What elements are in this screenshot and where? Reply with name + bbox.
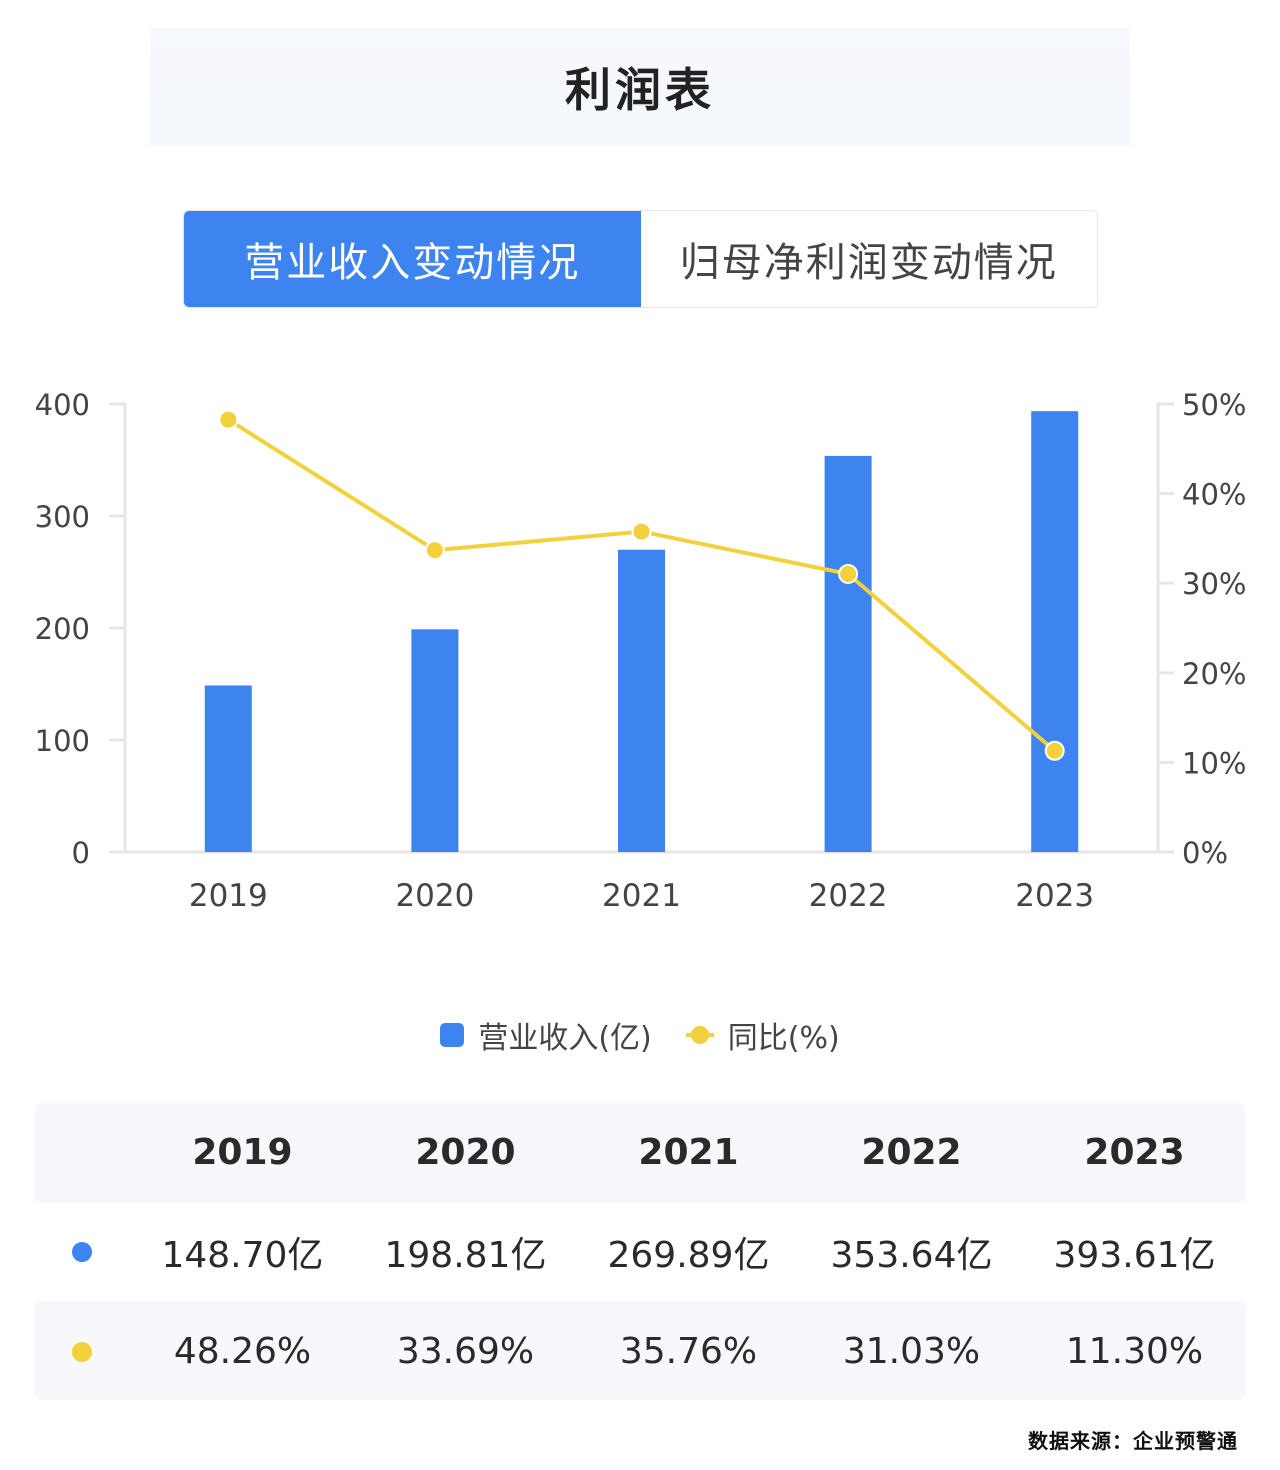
table-cell: 148.70亿: [161, 1235, 324, 1276]
bar: [411, 629, 459, 852]
table-cell: 31.03%: [842, 1331, 981, 1372]
growth-point: [631, 521, 652, 542]
table-header-cell: 2019: [192, 1131, 293, 1173]
left-tick-label: 0: [72, 836, 90, 870]
legend-item-growth[interactable]: 同比(%): [685, 1013, 840, 1057]
tab-net-profit[interactable]: 归母净利润变动情况: [679, 240, 1058, 286]
table-cell: 198.81亿: [384, 1235, 547, 1276]
table-header-cell: 2023: [1084, 1131, 1185, 1173]
table-header-cell: 2021: [638, 1131, 739, 1173]
left-tick-label: 200: [35, 612, 90, 646]
left-tick-label: 300: [35, 500, 90, 534]
growth-dot-icon: [72, 1341, 93, 1362]
growth-point: [1044, 740, 1065, 761]
x-tick-label: 2022: [809, 878, 888, 914]
x-tick-label: 2023: [1015, 878, 1094, 914]
legend-label-revenue: 营业收入(亿): [478, 1021, 652, 1056]
table-cell: 35.76%: [619, 1331, 758, 1372]
table-header-cell: 2020: [415, 1131, 516, 1173]
left-tick-label: 100: [35, 724, 90, 758]
title-band: 利润表: [150, 28, 1130, 146]
right-tick-label: 30%: [1182, 567, 1246, 601]
table-cell: 48.26%: [173, 1331, 312, 1372]
bar: [618, 549, 665, 852]
tab-bar: 营业收入变动情况 归母净利润变动情况: [183, 210, 1098, 308]
growth-point: [838, 563, 859, 584]
right-tick-label: 0%: [1182, 836, 1228, 870]
table-cell: 353.64亿: [830, 1235, 993, 1276]
chart-legend: 营业收入(亿) 同比(%): [0, 1010, 1280, 1060]
table-marker-cell: [34, 1341, 131, 1362]
table-cell: 33.69%: [396, 1331, 535, 1372]
table-header-cell: 2022: [861, 1131, 962, 1173]
x-tick-label: 2020: [395, 878, 474, 914]
legend-line-swatch: [685, 1023, 714, 1047]
growth-point: [218, 409, 239, 430]
table-marker-cell: [34, 1242, 131, 1262]
legend-item-revenue[interactable]: 营业收入(亿): [440, 1013, 652, 1057]
bar: [824, 455, 872, 852]
revenue-dot-icon: [72, 1242, 93, 1262]
x-tick-label: 2021: [602, 878, 681, 914]
bar: [204, 685, 252, 852]
table-cell: 393.61亿: [1053, 1235, 1216, 1276]
growth-point: [424, 540, 445, 561]
right-tick-label: 20%: [1182, 657, 1246, 691]
right-tick-label: 10%: [1182, 746, 1246, 780]
legend-bar-swatch: [440, 1023, 465, 1047]
table-cell: 11.30%: [1065, 1331, 1204, 1372]
page-title: 利润表: [565, 63, 715, 117]
table-row-revenue: 148.70亿 198.81亿 269.89亿 353.64亿 393.61亿: [34, 1203, 1246, 1301]
data-source: 数据来源：企业预警通: [1028, 1429, 1238, 1453]
legend-label-growth: 同比(%): [727, 1021, 840, 1056]
x-tick-label: 2019: [189, 878, 268, 914]
table-cell: 269.89亿: [607, 1235, 770, 1276]
right-tick-label: 40%: [1182, 478, 1246, 512]
revenue-chart: 0 100 200 300 400 0% 10% 20% 30% 40% 50% 2019 2020 20…: [35, 388, 1247, 914]
left-tick-label: 400: [35, 388, 90, 422]
table-header-row: 2019 2020 2021 2022 2023: [34, 1103, 1246, 1201]
tab-revenue[interactable]: 营业收入变动情况: [184, 211, 641, 307]
table-row-growth: 48.26% 33.69% 35.76% 31.03% 11.30%: [34, 1303, 1246, 1400]
bar: [1031, 411, 1079, 852]
right-tick-label: 50%: [1182, 388, 1246, 422]
data-table: 2019 2020 2021 2022 2023 148.70亿 198.81亿…: [34, 1103, 1246, 1400]
